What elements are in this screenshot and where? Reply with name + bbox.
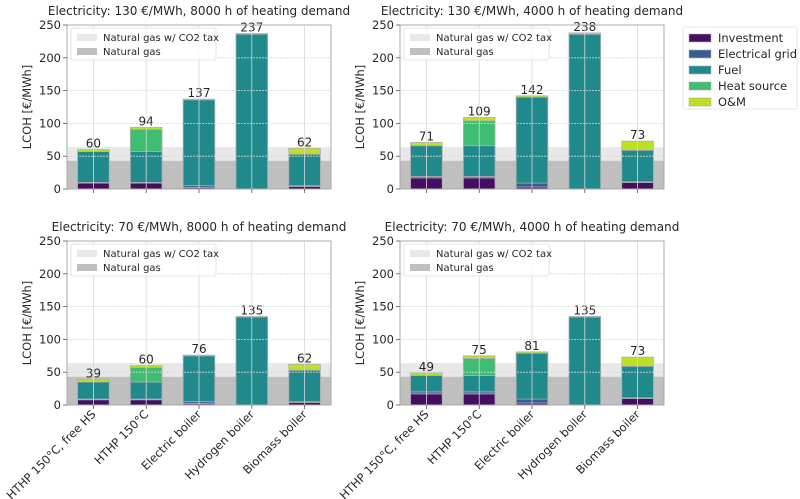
legend: Investment Electrical grid Fuel Heat source… bbox=[682, 26, 798, 110]
band-legend-box bbox=[403, 243, 550, 277]
legend-label: Natural gas bbox=[103, 263, 161, 274]
legend-box bbox=[682, 26, 798, 110]
band-legend: Natural gas w/ CO2 tax Natural gas bbox=[70, 27, 219, 61]
legend-swatch-heat_source bbox=[688, 81, 712, 91]
legend-label-electrical_grid: Electrical grid bbox=[718, 47, 797, 61]
y-tick-label: 150 bbox=[39, 300, 61, 314]
y-tick-label: 200 bbox=[39, 51, 61, 65]
y-tick-label: 0 bbox=[54, 398, 61, 412]
y-tick-label: 150 bbox=[372, 300, 394, 314]
legend-swatch-electrical_grid bbox=[688, 49, 712, 59]
legend-label: Natural gas w/ CO2 tax bbox=[103, 249, 219, 260]
y-tick-label: 200 bbox=[372, 267, 394, 281]
x-tick-label: HTHP 150°C, free HS bbox=[4, 407, 99, 499]
legend-label: Natural gas bbox=[103, 47, 161, 58]
legend-label-investment: Investment bbox=[718, 31, 784, 45]
legend-swatch-investment bbox=[688, 33, 712, 43]
legend-swatch-gas bbox=[77, 48, 97, 55]
y-tick-label: 100 bbox=[372, 116, 394, 130]
y-tick-label: 0 bbox=[387, 182, 394, 196]
subplot-title: Electricity: 70 €/MWh, 4000 h of heating… bbox=[385, 220, 680, 234]
band-legend-box bbox=[403, 27, 550, 61]
y-tick-label: 200 bbox=[372, 51, 394, 65]
subplot-title: Electricity: 130 €/MWh, 8000 h of heatin… bbox=[48, 4, 350, 18]
y-tick-label: 200 bbox=[39, 267, 61, 281]
y-tick-label: 250 bbox=[372, 234, 394, 248]
y-tick-label: 150 bbox=[39, 84, 61, 98]
y-axis-label: LCOH [€/MWh] bbox=[20, 65, 34, 150]
legend-swatch-gas bbox=[410, 264, 430, 271]
legend-label: Natural gas bbox=[436, 263, 494, 274]
legend-swatch-gas_co2 bbox=[77, 250, 97, 257]
legend-label-heat_source: Heat source bbox=[718, 79, 787, 93]
x-tick-label: HTHP 150°C, free HS bbox=[337, 407, 432, 499]
y-tick-label: 0 bbox=[387, 398, 394, 412]
y-axis-label: LCOH [€/MWh] bbox=[353, 65, 367, 150]
legend-label: Natural gas w/ CO2 tax bbox=[436, 33, 552, 44]
y-tick-label: 50 bbox=[379, 365, 394, 379]
legend-label-om: O&M bbox=[718, 95, 746, 109]
legend-label-fuel: Fuel bbox=[718, 63, 742, 77]
legend-swatch-om bbox=[688, 97, 712, 107]
legend-swatch-gas_co2 bbox=[410, 250, 430, 257]
y-axis-label: LCOH [€/MWh] bbox=[353, 281, 367, 366]
y-tick-label: 100 bbox=[39, 332, 61, 346]
y-tick-label: 100 bbox=[39, 116, 61, 130]
y-tick-label: 0 bbox=[54, 182, 61, 196]
y-tick-label: 250 bbox=[39, 234, 61, 248]
y-tick-label: 50 bbox=[46, 149, 61, 163]
legend-swatch-gas bbox=[77, 264, 97, 271]
legend-label: Natural gas w/ CO2 tax bbox=[103, 33, 219, 44]
y-axis-label: LCOH [€/MWh] bbox=[20, 281, 34, 366]
band-legend: Natural gas w/ CO2 tax Natural gas bbox=[403, 27, 552, 61]
legend-swatch-gas_co2 bbox=[410, 34, 430, 41]
legend-label: Natural gas w/ CO2 tax bbox=[436, 249, 552, 260]
subplot-title: Electricity: 70 €/MWh, 8000 h of heating… bbox=[52, 220, 347, 234]
legend-swatch-gas bbox=[410, 48, 430, 55]
legend-swatch-gas_co2 bbox=[77, 34, 97, 41]
y-tick-label: 250 bbox=[39, 18, 61, 32]
subplot-title: Electricity: 130 €/MWh, 4000 h of heatin… bbox=[381, 4, 683, 18]
y-tick-label: 250 bbox=[372, 18, 394, 32]
band-legend-box bbox=[70, 27, 217, 61]
y-tick-label: 100 bbox=[372, 332, 394, 346]
band-legend: Natural gas w/ CO2 tax Natural gas bbox=[70, 243, 219, 277]
legend-swatch-fuel bbox=[688, 65, 712, 75]
legend-label: Natural gas bbox=[436, 47, 494, 58]
y-tick-label: 50 bbox=[46, 365, 61, 379]
band-legend: Natural gas w/ CO2 tax Natural gas bbox=[403, 243, 552, 277]
y-tick-label: 150 bbox=[372, 84, 394, 98]
y-tick-label: 50 bbox=[379, 149, 394, 163]
band-legend-box bbox=[70, 243, 217, 277]
